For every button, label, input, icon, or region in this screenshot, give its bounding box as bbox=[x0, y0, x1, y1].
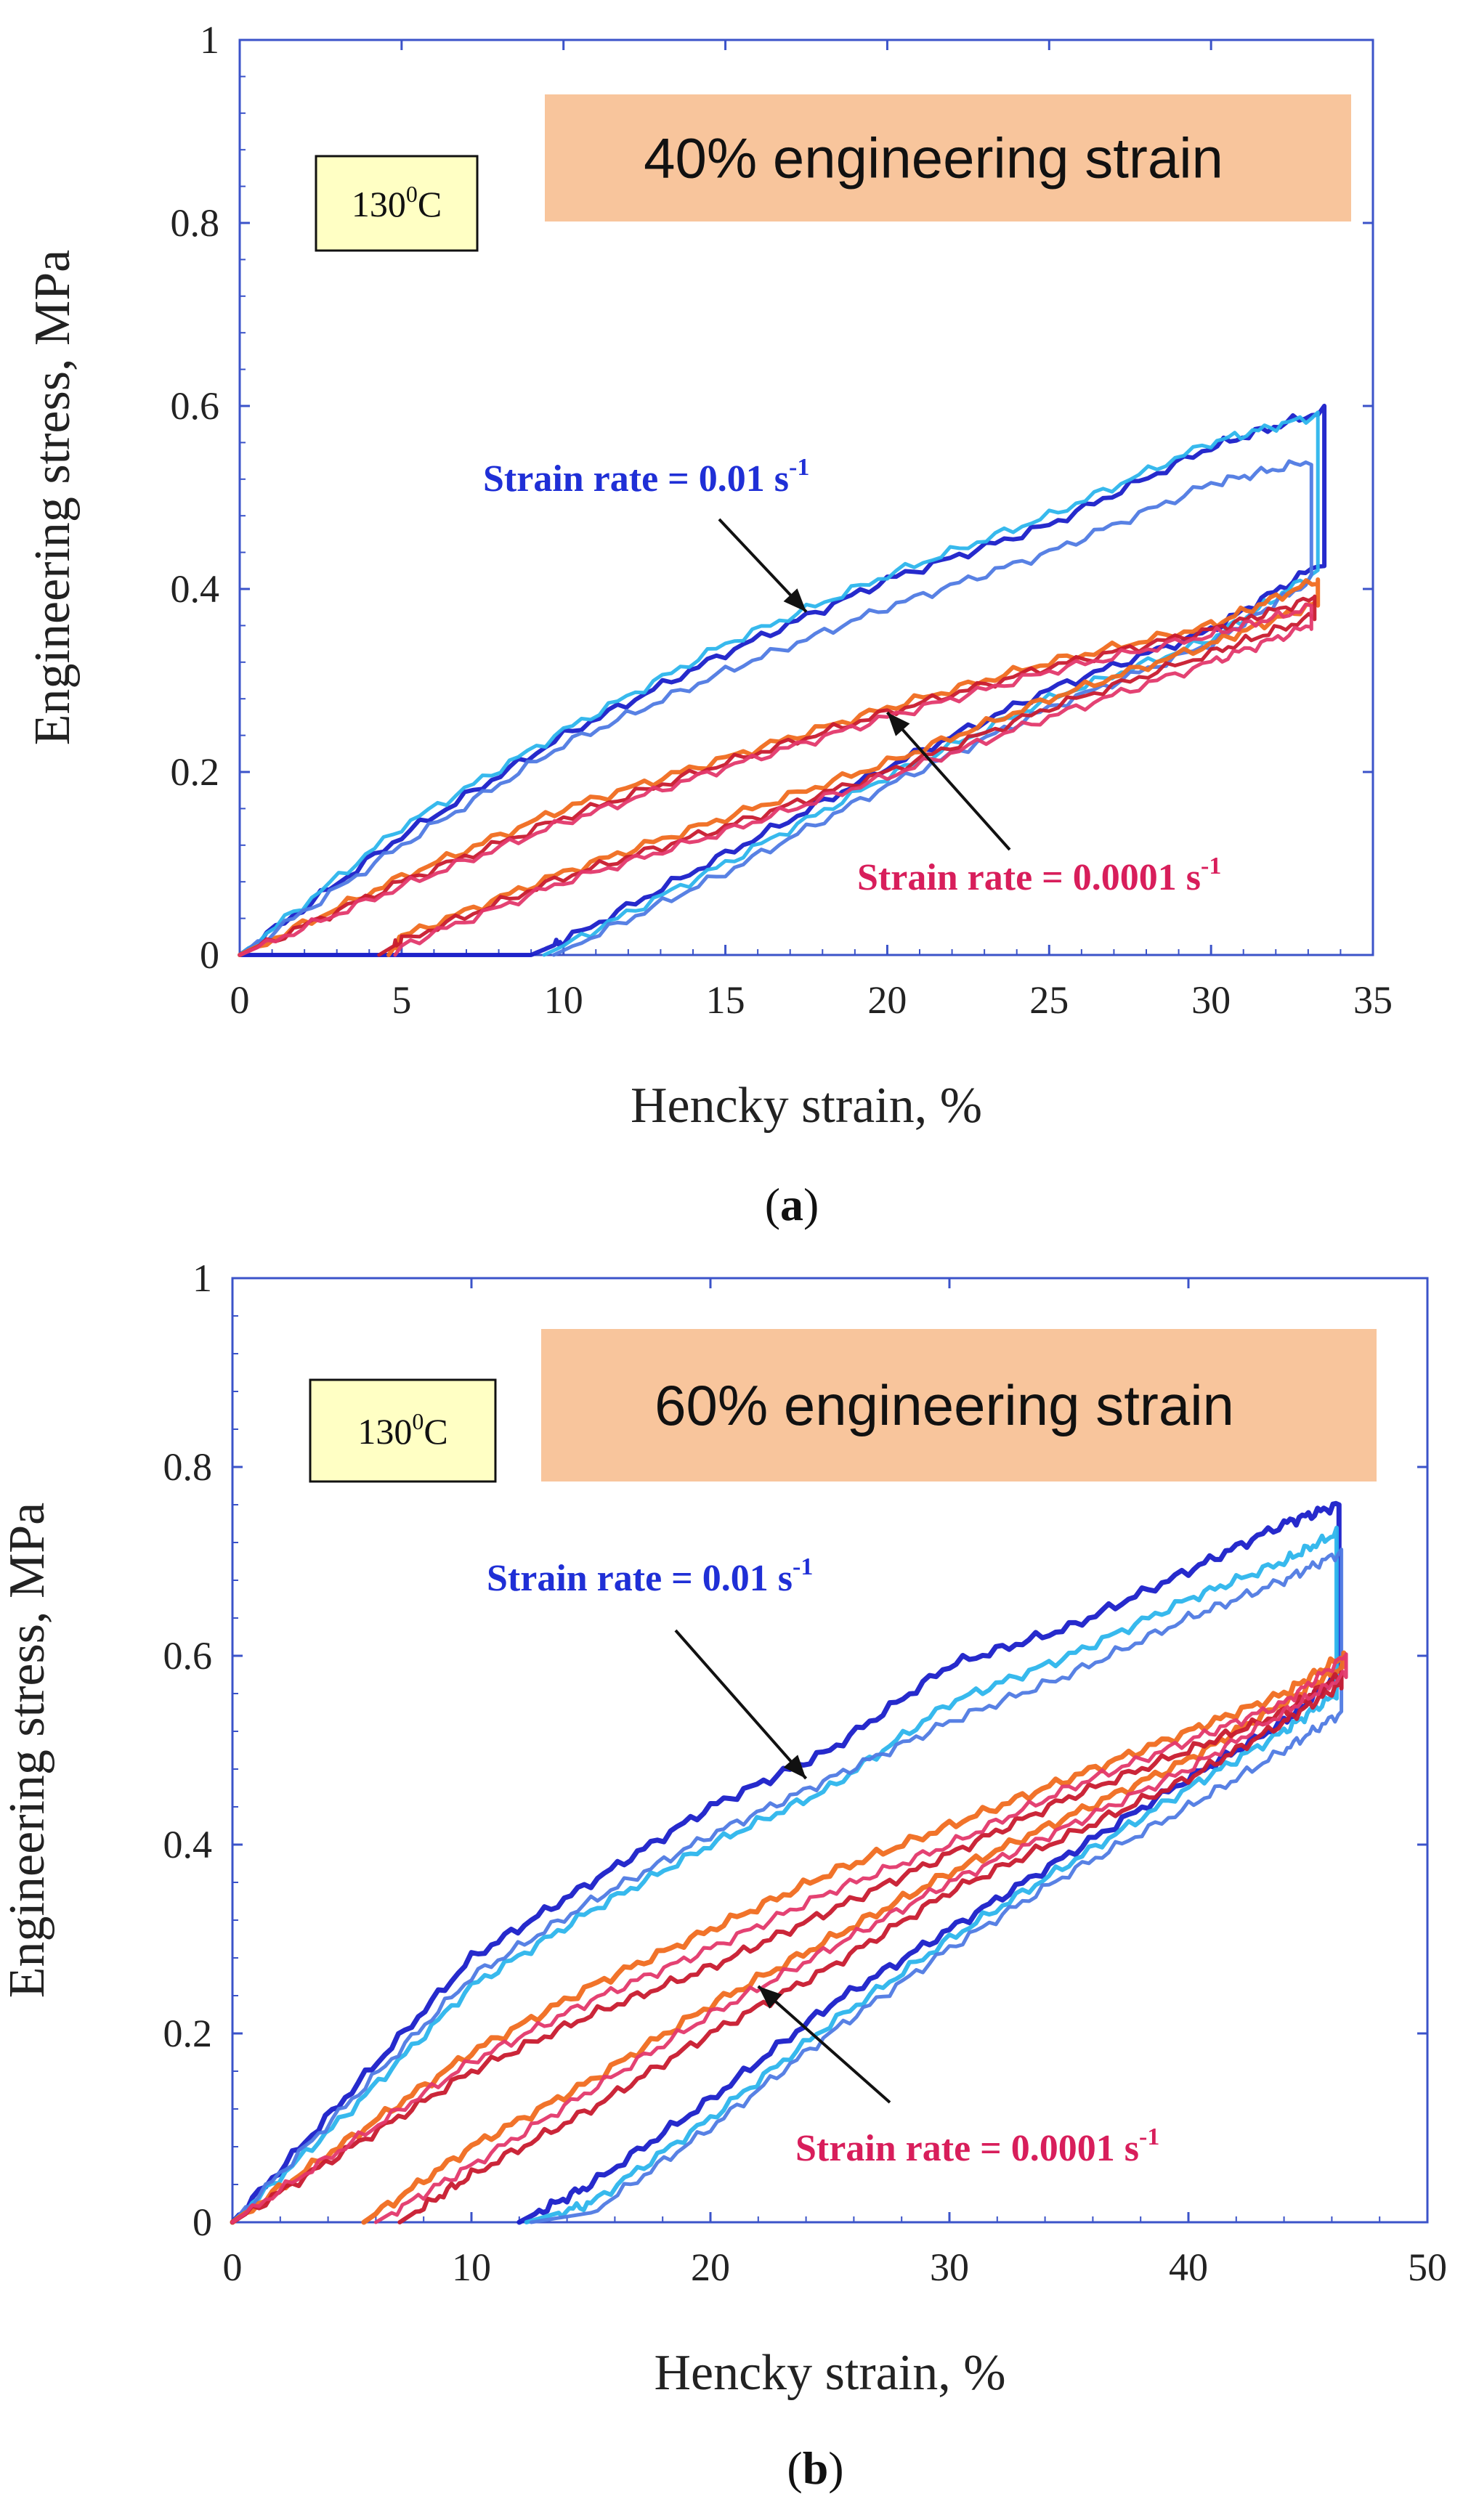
series-line-5 bbox=[238, 594, 1317, 957]
panel-b-chart: 0 10 20 30 40 50 0 0.2 0.4 0.6 0.8 1 Hencky strain, … bbox=[0, 1256, 1447, 2494]
x-tick-label: 0 bbox=[230, 978, 250, 1022]
series-line-6 bbox=[230, 1652, 1348, 2224]
x-axis-label: Hencky strain, % bbox=[654, 2345, 1005, 2401]
temperature-box bbox=[315, 155, 479, 252]
strain-title-box bbox=[545, 94, 1351, 221]
series-line-3 bbox=[238, 459, 1313, 957]
strain-title: 40% engineering strain bbox=[644, 126, 1223, 190]
arrowhead-rate-high bbox=[783, 1755, 806, 1779]
y-tick-label: 1 bbox=[193, 1256, 212, 1300]
y-tick-label: 0 bbox=[200, 933, 219, 977]
x-tick-label: 5 bbox=[392, 978, 411, 1022]
temperature-label: 1300C bbox=[357, 1408, 447, 1452]
series-line-6 bbox=[238, 602, 1313, 957]
series-line-4 bbox=[230, 1650, 1347, 2225]
x-tick-label: 30 bbox=[1191, 978, 1231, 1022]
x-tick-label: 30 bbox=[930, 2245, 969, 2289]
arrowhead-rate-low bbox=[887, 712, 910, 736]
panel-label: (b) bbox=[787, 2442, 843, 2494]
x-tick-label: 50 bbox=[1408, 2245, 1447, 2289]
series-line-2 bbox=[238, 410, 1320, 957]
y-tick-label: 0.8 bbox=[171, 201, 220, 245]
x-tick-label: 20 bbox=[867, 978, 907, 1022]
arrow-rate-low bbox=[757, 1985, 891, 2104]
x-tick-label: 0 bbox=[223, 2245, 243, 2289]
y-tick-label: 0.4 bbox=[171, 567, 220, 611]
series-line-4 bbox=[238, 577, 1321, 957]
y-axis-label: Engineering stress, MPa bbox=[0, 1503, 55, 1998]
plot-frame bbox=[238, 38, 1374, 956]
series-line-3 bbox=[230, 1548, 1344, 2224]
panel-a-chart: 0 5 10 15 20 25 30 35 0 0.2 0.4 0.6 0.8 1 Hencky strai… bbox=[25, 18, 1393, 1230]
x-tick-label: 25 bbox=[1029, 978, 1069, 1022]
y-tick-label: 0 bbox=[193, 2200, 212, 2244]
x-tick-label: 10 bbox=[452, 2245, 491, 2289]
x-tick-label: 10 bbox=[544, 978, 583, 1022]
y-tick-label: 0.6 bbox=[171, 384, 220, 428]
y-tick-label: 0.4 bbox=[163, 1823, 213, 1866]
arrow-rate-low bbox=[886, 711, 1011, 851]
annotation-rate-low: Strain rate = 0.0001 s-1 bbox=[857, 853, 1221, 898]
series-line-5 bbox=[230, 1670, 1344, 2224]
y-tick-label: 0.6 bbox=[163, 1634, 213, 1678]
series-line-2 bbox=[230, 1525, 1339, 2224]
y-tick-label: 0.2 bbox=[163, 2012, 213, 2055]
x-tick-label: 40 bbox=[1169, 2245, 1208, 2289]
x-tick-label: 15 bbox=[706, 978, 745, 1022]
strain-title-box bbox=[541, 1329, 1377, 1481]
annotation-rate-high: Strain rate = 0.01 s-1 bbox=[483, 454, 809, 500]
temperature-label: 1300C bbox=[352, 181, 442, 224]
panel-label: (a) bbox=[765, 1179, 819, 1230]
plot-frame bbox=[231, 1277, 1429, 2224]
temperature-box bbox=[309, 1378, 497, 1483]
arrowhead-rate-low bbox=[758, 1986, 782, 2009]
y-tick-label: 0.2 bbox=[171, 750, 220, 794]
x-axis-label: Hencky strain, % bbox=[631, 1078, 982, 1134]
x-tick-label: 20 bbox=[691, 2245, 730, 2289]
annotation-rate-low: Strain rate = 0.0001 s-1 bbox=[795, 2123, 1159, 2169]
arrow-rate-high bbox=[674, 1629, 808, 1780]
y-tick-label: 0.8 bbox=[163, 1445, 213, 1489]
arrowhead-rate-high bbox=[783, 588, 806, 612]
y-axis-label: Engineering stress, MPa bbox=[25, 250, 81, 745]
strain-title: 60% engineering strain bbox=[655, 1373, 1234, 1437]
annotation-rate-high: Strain rate = 0.01 s-1 bbox=[487, 1553, 813, 1599]
series-line-1 bbox=[230, 1500, 1342, 2225]
y-tick-label: 1 bbox=[200, 18, 219, 62]
x-tick-label: 35 bbox=[1353, 978, 1393, 1022]
